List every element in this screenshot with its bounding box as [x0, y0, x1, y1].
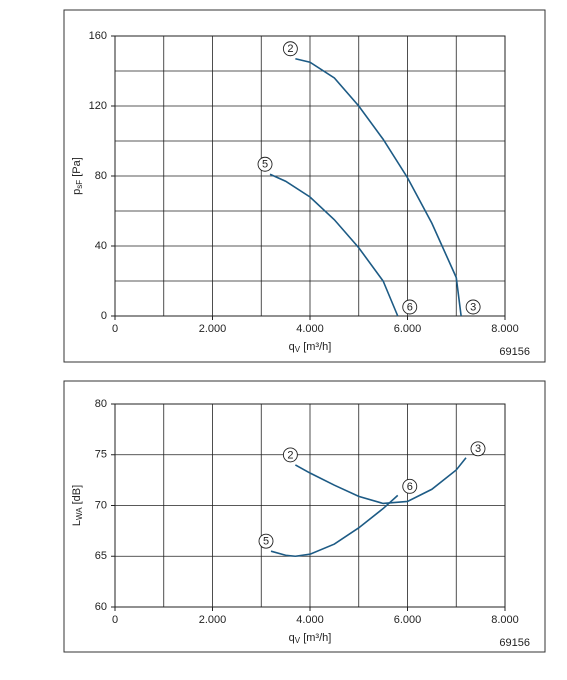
y-tick-label: 0: [101, 310, 107, 322]
x-axis-label-symbol: q: [289, 632, 295, 644]
curve: [269, 173, 399, 317]
y-axis-label-symbol: L: [71, 520, 83, 526]
x-tick-label: 0: [112, 614, 118, 626]
curve-marker: [402, 299, 418, 315]
figure-id: 69156: [499, 346, 530, 358]
curve-label: 2: [287, 449, 293, 461]
curve-label: 3: [470, 301, 476, 313]
x-tick-label: 4.000: [296, 323, 324, 335]
panel-frame: [63, 380, 546, 653]
x-tick-label: 6.000: [394, 614, 422, 626]
curve-marker: [465, 299, 481, 315]
y-axis-label-symbol: p: [71, 189, 83, 195]
y-axis-label: LWA [dB]: [71, 485, 84, 526]
y-axis-label: psF [Pa]: [71, 157, 84, 195]
y-axis-label-unit: [Pa]: [71, 157, 83, 180]
y-tick-label: 120: [89, 100, 107, 112]
curve-marker: [402, 478, 418, 494]
plot-border: [114, 403, 506, 608]
x-tick-label: 2.000: [199, 614, 227, 626]
y-tick-label: 80: [95, 170, 107, 182]
x-axis-label-unit: [m³/h]: [300, 632, 331, 644]
curve-label: 6: [407, 301, 413, 313]
curve: [295, 57, 462, 317]
x-tick-label: 0: [112, 323, 118, 335]
y-tick-label: 70: [95, 499, 107, 511]
y-tick-label: 60: [95, 601, 107, 613]
y-axis-label-subscript: WA: [75, 507, 84, 520]
y-tick-label: 80: [95, 398, 107, 410]
y-axis-label-subscript: sF: [75, 180, 84, 189]
x-tick-label: 8.000: [491, 323, 519, 335]
y-axis-label-unit: [dB]: [71, 485, 83, 508]
figure-id: 69156: [499, 637, 530, 649]
y-tick-label: 160: [89, 30, 107, 42]
curve-marker: [282, 41, 298, 57]
y-tick-label: 65: [95, 550, 107, 562]
x-axis-label-unit: [m³/h]: [300, 341, 331, 353]
curve: [294, 457, 467, 505]
x-tick-label: 4.000: [296, 614, 324, 626]
plot-border: [114, 35, 506, 317]
curve-label: 6: [407, 481, 413, 493]
x-tick-label: 2.000: [199, 323, 227, 335]
curve-marker: [258, 533, 274, 549]
curve-marker: [257, 156, 273, 172]
x-axis-label-symbol: q: [289, 341, 295, 353]
x-tick-label: 8.000: [491, 614, 519, 626]
curve-label: 3: [475, 443, 481, 455]
panel-frame: [63, 9, 546, 363]
y-tick-label: 75: [95, 449, 107, 461]
curve-label: 5: [262, 159, 268, 171]
curve-marker: [282, 447, 298, 463]
x-axis-label-subscript: V: [295, 636, 301, 645]
curve-label: 5: [263, 536, 269, 548]
curve-marker: [470, 441, 486, 457]
x-axis-label: qV [m³/h]: [289, 632, 332, 645]
x-axis-label: qV [m³/h]: [289, 341, 332, 354]
y-tick-label: 40: [95, 240, 107, 252]
x-axis-label-subscript: V: [295, 345, 301, 354]
x-tick-label: 6.000: [394, 323, 422, 335]
curve: [270, 494, 399, 558]
curve-label: 2: [287, 43, 293, 55]
